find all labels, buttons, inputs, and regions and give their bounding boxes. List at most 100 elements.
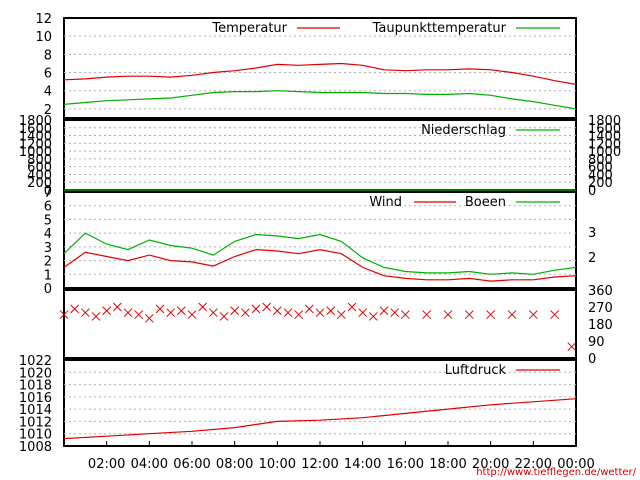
y-tick-label: 600 [27,161,52,176]
x-tick-label: 02:00 [88,457,125,472]
wind-direction-point [134,310,144,319]
x-tick-label: 20:00 [472,457,509,472]
x-tick-label: 12:00 [301,457,338,472]
right-tick-label: 1600 [588,122,621,137]
wind-direction-point [251,304,261,314]
wind-direction-point [272,306,282,316]
y-tick-label: 1800 [19,114,52,129]
y-tick-label: 4 [44,85,52,100]
wind-direction-point [198,302,208,312]
y-tick-label: 1020 [19,366,52,381]
right-tick-label: 600 [588,161,613,176]
x-tick-label: 04:00 [131,457,168,472]
credit-link[interactable]: http://www.tiefflegen.de/wetter/ [476,467,636,478]
wind-direction-point [59,310,69,319]
legend-label: Temperatur [211,21,287,36]
y-tick-label: 1018 [19,379,52,394]
y-tick-label: 400 [27,168,52,183]
legend-label: Taupunkttemperatur [372,21,507,36]
wind-direction-point [507,310,517,319]
wind-direction-point [262,302,272,312]
panel-frame-wind-direction [63,289,577,359]
right-tick-label: 1400 [588,130,621,145]
x-tick-label: 08:00 [216,457,253,472]
wind-direction-point [176,306,186,316]
wind-direction-point [70,304,80,314]
wind-direction-point [123,308,133,318]
wind-direction-point [358,308,368,318]
series-line-luftdruck [63,398,577,440]
y-tick-label: 4 [44,227,52,242]
y-tick-label: 6 [44,200,52,215]
wind-direction-point [155,304,165,314]
x-tick-label: 14:00 [344,457,381,472]
wind-direction-point [283,308,293,318]
right-tick-label: 1800 [588,114,621,129]
wind-direction-point [219,312,229,321]
x-tick-label: 16:00 [387,457,424,472]
y-tick-label: 0 [44,184,52,199]
legend-label: Niederschlag [421,123,506,138]
wind-direction-point [528,310,538,319]
y-tick-label: 1400 [19,130,52,145]
wind-direction-point [208,308,218,318]
y-tick-label: 10 [35,30,52,45]
wind-direction-point [294,310,304,319]
wind-direction-point [443,310,453,319]
right-tick-label: 1200 [588,137,621,152]
series-line-wind [63,248,577,282]
wind-direction-point [464,310,474,319]
y-tick-label: 1016 [19,391,52,406]
right-tick-label: 400 [588,168,613,183]
x-tick-label: 22:00 [515,457,552,472]
wind-direction-point [422,310,432,319]
wind-direction-point [486,310,496,319]
wind-direction-point [91,312,101,321]
wind-direction-point [187,310,197,319]
y-tick-label: 1022 [19,354,52,369]
y-tick-label: 2 [44,255,52,270]
wind-direction-point [368,312,378,321]
y-tick-label: 3 [44,241,52,256]
series-line-boeen [63,232,577,275]
right-tick-label: 180 [588,318,613,333]
y-tick-label: 200 [27,176,52,191]
wind-direction-point [379,306,389,316]
right-tick-label: 1000 [588,145,621,160]
y-tick-label: 8 [44,48,52,63]
x-tick-label: 18:00 [429,457,466,472]
right-tick-label: 0 [588,184,596,199]
y-tick-label: 800 [27,153,52,168]
wind-direction-point [336,310,346,319]
right-tick-label: 360 [588,284,613,299]
y-tick-label: 1008 [19,440,52,455]
x-tick-label: 00:00 [557,457,594,472]
wind-direction-point [390,308,400,318]
wind-direction-point [347,302,357,312]
right-tick-label: 2 [588,251,596,266]
y-tick-label: 1014 [19,403,52,418]
y-tick-label: 6 [44,67,52,82]
legend-label: Wind [369,195,402,210]
panel-frame-temperature [63,17,577,119]
wind-direction-point [400,310,410,319]
wind-direction-point [112,302,122,312]
y-tick-label: 2 [44,103,52,118]
panel-frame-wind [63,191,577,289]
wind-direction-point [80,308,90,318]
wind-direction-point [144,313,154,323]
series-line-temperatur [63,62,577,85]
y-tick-label: 1600 [19,122,52,137]
right-tick-label: 3 [588,226,596,241]
y-tick-label: 7 [44,186,52,201]
y-tick-label: 1010 [19,428,52,443]
wind-direction-point [166,308,176,318]
y-tick-label: 0 [44,282,52,297]
wind-direction-point [326,306,336,316]
y-tick-label: 12 [35,12,52,27]
legend-label: Boeen [465,195,506,210]
y-tick-label: 1012 [19,415,52,430]
right-tick-label: 200 [588,176,613,191]
